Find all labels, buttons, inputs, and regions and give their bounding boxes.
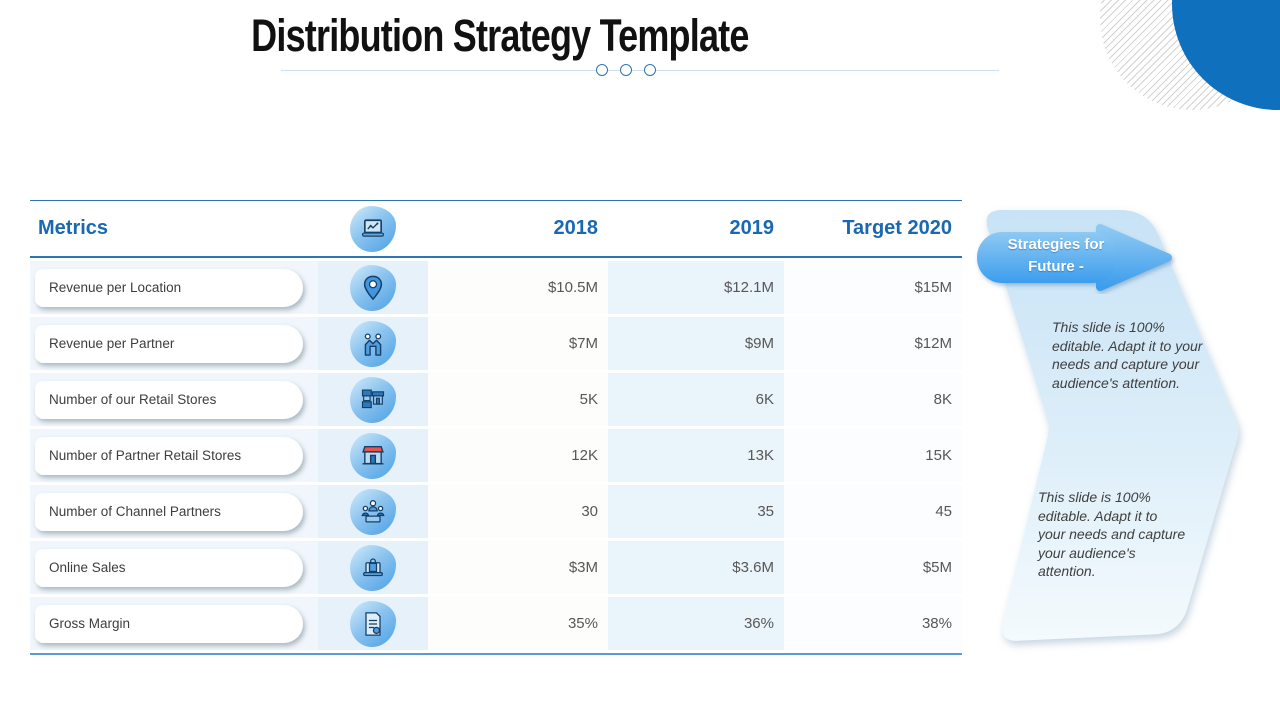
laptop-analytics-icon [350,205,396,252]
header-metrics: Metrics [38,217,109,239]
table-row: Revenue per Location $10.5M $12.1M $15M [30,261,962,314]
value-target-2020: 38% [784,597,962,650]
metric-pill: Number of Partner Retail Stores [35,436,303,475]
metric-pill: Revenue per Partner [35,324,303,363]
header-icon-cell [318,205,428,252]
banner-line-2: Future - [1028,257,1084,275]
banner-body [977,232,1117,283]
metric-cell: Number of our Retail Stores [30,373,318,426]
banner-line-1: Strategies for [1007,236,1105,253]
value-target-2020: $15M [784,261,962,314]
channel-partners-icon [350,488,396,535]
metric-label: Number of our Retail Stores [49,392,217,407]
title-divider-dots [596,64,656,76]
metric-label: Gross Margin [49,616,131,631]
value-target-2020: $12M [784,317,962,370]
page-title: Distribution Strategy Template [251,10,749,61]
icon-cell [318,485,428,538]
retail-stores-icon [350,376,396,423]
icon-cell [318,373,428,426]
banner-title: Strategies for Future - [980,234,1132,278]
metric-cell: Online Sales [30,541,318,594]
metric-pill: Gross Margin [35,604,303,643]
icon-cell [318,261,428,314]
metric-pill: Number of Channel Partners [35,492,303,531]
value-2018: $10.5M [428,261,608,314]
value-2019: 13K [608,429,784,482]
metric-label: Online Sales [49,560,126,575]
value-2019: 6K [608,373,784,426]
metric-label: Number of Partner Retail Stores [49,448,242,463]
value-2018: 12K [428,429,608,482]
metric-label: Number of Channel Partners [49,504,221,519]
future-strategies-panel [986,210,1239,641]
value-target-2020: 8K [784,373,962,426]
metric-cell: Revenue per Partner [30,317,318,370]
table-header-row: Metrics 2018 2019 Target 2020 [30,200,962,258]
metric-label: Revenue per Location [49,280,182,295]
table-row: Revenue per Partner $7M $9M $12M [30,317,962,370]
table-row: Gross Margin 35% 36% 38% [30,597,962,650]
value-2018: 35% [428,597,608,650]
divider-dot [596,64,608,76]
title-area: Distribution Strategy Template [0,10,1000,62]
icon-cell [318,541,428,594]
metric-pill: Number of our Retail Stores [35,380,303,419]
metric-label: Revenue per Partner [49,336,175,351]
table-body: Revenue per Location $10.5M $12.1M $15M … [30,261,962,650]
divider-dot [644,64,656,76]
value-target-2020: 45 [784,485,962,538]
value-2019: $3.6M [608,541,784,594]
editable-note-2: This slide is 100% editable. Adapt it to… [1038,489,1186,580]
metric-pill: Revenue per Location [35,268,303,307]
editable-note-1: This slide is 100% editable. Adapt it to… [1052,319,1203,391]
header-2019: 2019 [729,217,775,239]
metric-cell: Revenue per Location [30,261,318,314]
value-2018: 5K [428,373,608,426]
value-2018: 30 [428,485,608,538]
table-bottom-border [30,653,962,655]
metric-pill: Online Sales [35,548,303,587]
metric-cell: Gross Margin [30,597,318,650]
table-row: Online Sales $3M $3.6M $5M [30,541,962,594]
metrics-table: Metrics 2018 2019 Target 2020 Revenue pe… [30,200,962,655]
location-pin-icon [350,264,396,311]
value-2019: 36% [608,597,784,650]
icon-cell [318,429,428,482]
table-row: Number of Partner Retail Stores 12K 13K … [30,429,962,482]
value-target-2020: 15K [784,429,962,482]
value-2018: $7M [428,317,608,370]
table-row: Number of Channel Partners 30 35 45 [30,485,962,538]
title-divider-line [281,70,999,71]
icon-cell [318,317,428,370]
icon-cell [318,597,428,650]
value-target-2020: $5M [784,541,962,594]
value-2019: $9M [608,317,784,370]
partners-icon [350,320,396,367]
online-sales-icon [350,544,396,591]
strategies-banner-arrow [977,224,1172,291]
divider-dot [620,64,632,76]
header-target-2020: Target 2020 [842,217,952,239]
value-2018: $3M [428,541,608,594]
value-2019: $12.1M [608,261,784,314]
value-2019: 35 [608,485,784,538]
metric-cell: Number of Channel Partners [30,485,318,538]
table-row: Number of our Retail Stores 5K 6K 8K [30,373,962,426]
storefront-icon [350,432,396,479]
header-2018: 2018 [553,217,599,239]
invoice-icon [350,600,396,647]
chevron-shape [986,210,1239,641]
metric-cell: Number of Partner Retail Stores [30,429,318,482]
